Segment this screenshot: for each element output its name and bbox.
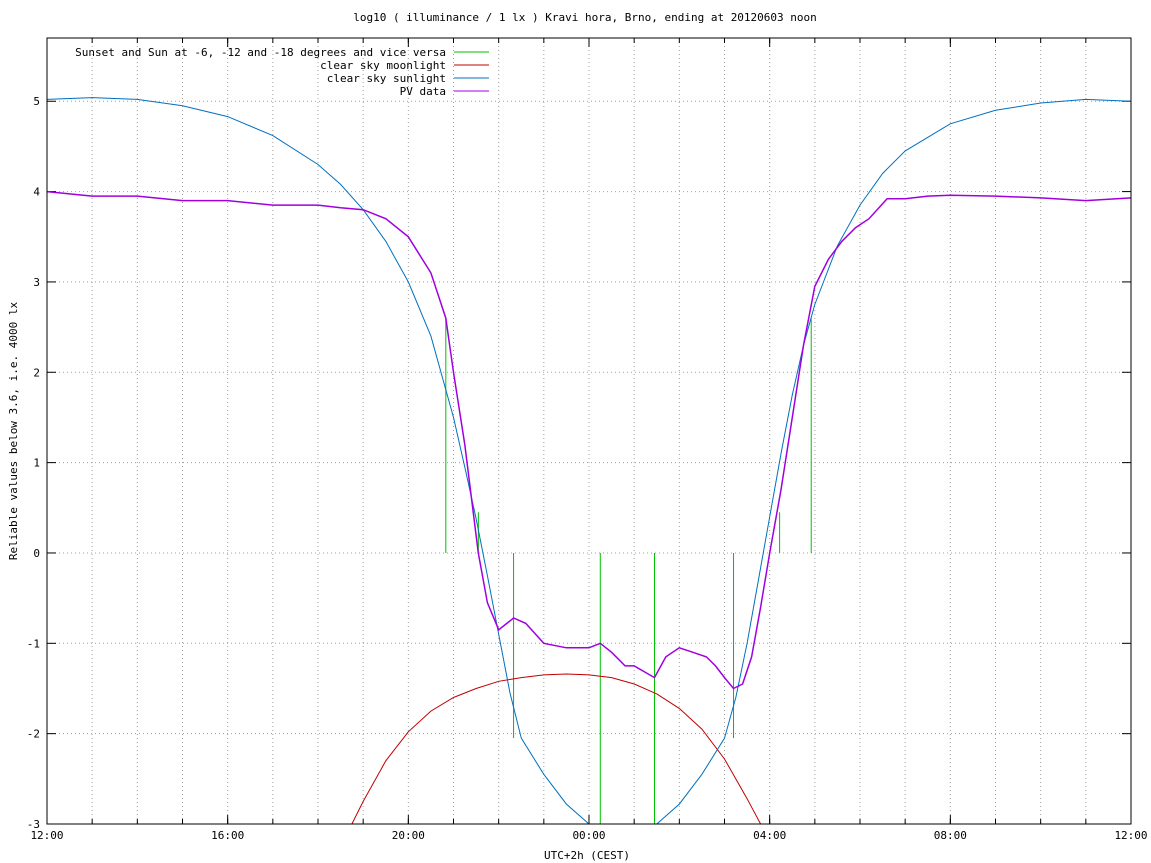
ticks: 12:00 16:00 20:00 00:00 04:00 08:00 12:00-3-2-… — [27, 38, 1148, 842]
x-axis-label: UTC+2h (CEST) — [544, 849, 630, 862]
x-tick-label: 12:00 — [1114, 829, 1147, 842]
y-tick-label: 3 — [33, 276, 40, 289]
y-tick-label: 0 — [33, 547, 40, 560]
series-line-1 — [351, 673, 762, 825]
legend-label: clear sky moonlight — [320, 59, 446, 72]
legend-label: clear sky sunlight — [327, 72, 446, 85]
x-tick-label: 04:00 — [753, 829, 786, 842]
x-tick-label: 08:00 — [934, 829, 967, 842]
legend: Sunset and Sun at -6, -12 and -18 degree… — [75, 46, 489, 98]
chart-title: log10 ( illuminance / 1 lx ) Kravi hora,… — [353, 11, 817, 24]
y-tick-label: 1 — [33, 457, 40, 470]
legend-label: Sunset and Sun at -6, -12 and -18 degree… — [75, 46, 446, 59]
legend-label: PV data — [400, 85, 446, 98]
series-line-3 — [46, 190, 1132, 690]
y-tick-label: -2 — [27, 728, 40, 741]
grid — [47, 38, 1131, 825]
y-tick-label: -3 — [27, 818, 40, 831]
x-tick-label: 00:00 — [572, 829, 605, 842]
y-axis-label: Reliable values below 3.6, i.e. 4000 lx — [7, 301, 20, 560]
plot-frame — [46, 37, 1132, 825]
y-tick-label: 4 — [33, 186, 40, 199]
x-tick-label: 20:00 — [392, 829, 425, 842]
y-tick-label: -1 — [27, 637, 40, 650]
y-tick-label: 5 — [33, 95, 40, 108]
y-tick-label: 2 — [33, 366, 40, 379]
series-group — [46, 97, 1132, 825]
x-tick-label: 16:00 — [211, 829, 244, 842]
x-tick-label: 12:00 — [30, 829, 63, 842]
